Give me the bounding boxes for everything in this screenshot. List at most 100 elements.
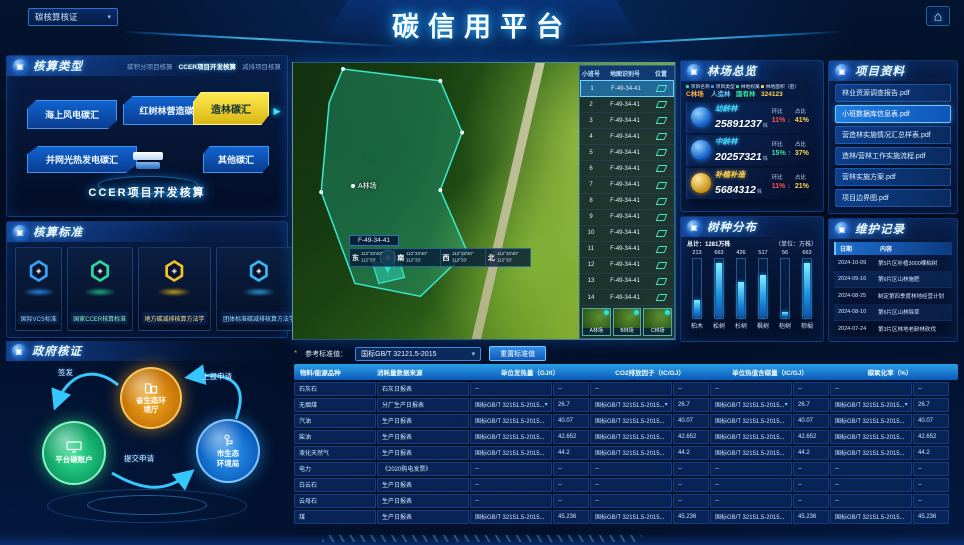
standard-select-oxidation[interactable]: -- — [830, 493, 912, 508]
source-cell[interactable]: 生产日报表 — [377, 429, 469, 444]
standard-select-carbon[interactable]: 国标GB/T 32151.5-2015... — [710, 445, 792, 460]
standard-select-oxidation[interactable]: 国标GB/T 32151.5-2015... — [830, 509, 912, 524]
source-cell[interactable]: 分厂生产日报表 — [377, 397, 469, 412]
standard-select-carbon[interactable]: 国标GB/T 32151.5-2015... — [710, 413, 792, 428]
type-button-solar-thermal[interactable]: 并网光热发电碳汇 — [27, 146, 137, 173]
maintenance-row[interactable]: 2024-07-24 第3片区林地老龄林砍伐 — [834, 321, 952, 338]
standard-select-calorific[interactable]: -- — [470, 493, 552, 508]
polygon-icon[interactable] — [655, 277, 667, 285]
standard-select-calorific[interactable]: 国标GB/T 32151.5-2015... — [470, 429, 552, 444]
reference-standard-select[interactable]: 国标GB/T 32121.5-2015 ▾ — [355, 346, 482, 361]
parcel-row[interactable]: 1 F-49-34-41 — [580, 80, 674, 98]
file-item[interactable]: 造林/营林工作实施流程.pdf — [835, 147, 951, 165]
standard-select-co2[interactable]: -- — [590, 493, 672, 508]
polygon-icon[interactable] — [655, 117, 667, 125]
standard-select-carbon[interactable]: 国标GB/T 32151.5-2015... — [710, 397, 792, 412]
polygon-icon[interactable] — [655, 229, 667, 237]
type-button-other[interactable]: 其他碳汇 — [203, 146, 269, 173]
source-cell[interactable]: 生产日报表 — [377, 493, 469, 508]
standard-select-co2[interactable]: -- — [590, 381, 672, 396]
node-city-environment[interactable]: 市生态 环境局 — [196, 419, 260, 483]
maintenance-row[interactable]: 2024-09-16 第6片区山林施肥 — [834, 271, 952, 288]
standard-select-oxidation[interactable]: 国标GB/T 32151.5-2015... — [830, 429, 912, 444]
parcel-row[interactable]: 12 F-49-34-41 — [580, 258, 674, 274]
standard-card[interactable]: ◈ 地方碳减排核算方法学 — [137, 247, 211, 331]
standard-select-carbon[interactable]: 国标GB/T 32151.5-2015... — [710, 429, 792, 444]
file-item[interactable]: 林业资源调查报告.pdf — [835, 84, 951, 102]
parcel-row[interactable]: 2 F-49-34-41 — [580, 97, 674, 114]
parcel-row[interactable]: 13 F-49-34-41 — [580, 274, 674, 291]
maintenance-row[interactable]: 2024-10-09 第5片区补植3000棵柏树 — [834, 255, 952, 272]
standard-select-calorific[interactable]: -- — [470, 477, 552, 492]
link-ccer-accounting[interactable]: CCER项目开发核算 — [178, 64, 236, 71]
standard-select-calorific[interactable]: 国标GB/T 32151.5-2015... — [470, 445, 552, 460]
parcel-row[interactable]: 7 F-49-34-41 — [580, 177, 674, 194]
standard-select-calorific[interactable]: 国标GB/T 32151.5-2015... — [470, 509, 552, 524]
standard-select-oxidation[interactable]: -- — [830, 461, 912, 476]
polygon-icon[interactable] — [655, 213, 667, 221]
ccer-center-label[interactable]: CCER项目开发核算 — [88, 187, 206, 199]
material-cell[interactable]: 电力 — [294, 461, 376, 476]
standard-select-calorific[interactable]: -- — [470, 381, 552, 396]
source-cell[interactable]: 生产日报表 — [377, 477, 469, 492]
parcel-row[interactable]: 14 F-49-34-41 — [580, 290, 674, 306]
farm-row[interactable]: 补植补造 5684312株 环比 11% ↓ 占比 21% — [686, 167, 818, 199]
standard-select-carbon[interactable]: -- — [710, 477, 792, 492]
polygon-icon[interactable] — [655, 101, 667, 109]
farm-row[interactable]: 幼龄林 25891237株 环比 11% ↓ 占比 41% — [686, 101, 818, 133]
maintenance-row[interactable]: 2024-08-10 第6片区山林除草 — [834, 304, 952, 321]
polygon-icon[interactable] — [655, 245, 667, 253]
material-cell[interactable]: 白云石 — [294, 477, 376, 492]
standard-card[interactable]: ◈ 团体标准碳减排核算方法学 — [215, 247, 302, 331]
file-item[interactable]: 项目边界图.pdf — [835, 189, 951, 207]
farm-thumbnail[interactable]: C林场 — [643, 308, 673, 336]
farm-thumbnail[interactable]: A林场 — [582, 308, 611, 336]
node-platform-carbon-account[interactable]: 平台碳账户 — [42, 421, 106, 485]
standard-select-calorific[interactable]: 国标GB/T 32151.5-2015... — [470, 397, 552, 412]
parcel-row[interactable]: 6 F-49-34-41 — [580, 161, 674, 178]
file-item[interactable]: 营林实施方案.pdf — [835, 168, 951, 186]
file-item[interactable]: 营造林实施情况汇总样表.pdf — [835, 126, 951, 144]
parcel-row[interactable]: 10 F-49-34-41 — [580, 226, 674, 242]
node-provincial-environment[interactable]: 省生态环 境厅 — [120, 367, 182, 429]
home-button[interactable]: ⌂ — [926, 6, 950, 26]
reset-standard-button[interactable]: 重置标准值 — [489, 346, 547, 361]
standard-select-co2[interactable]: 国标GB/T 32151.5-2015... — [590, 413, 672, 428]
standard-select-co2[interactable]: -- — [590, 461, 672, 476]
material-cell[interactable]: 石灰石 — [294, 381, 376, 396]
material-cell[interactable]: 柴油 — [294, 429, 376, 444]
material-cell[interactable]: 无烟煤 — [294, 397, 376, 412]
polygon-icon[interactable] — [655, 294, 667, 302]
standard-card[interactable]: ◈ 国家CCER核算标准 — [67, 247, 133, 331]
forest-map[interactable]: A林场 F-49-34-41 东 112°33'40" 112°33' 南 — [292, 62, 676, 340]
standard-select-carbon[interactable]: 国标GB/T 32151.5-2015... — [710, 509, 792, 524]
standard-select-carbon[interactable]: -- — [710, 381, 792, 396]
source-cell[interactable]: 《2020购电发票》 — [377, 461, 469, 476]
polygon-icon[interactable] — [655, 197, 667, 205]
module-select[interactable]: 碳核算核证 ▾ — [28, 8, 118, 26]
standard-select-carbon[interactable]: -- — [710, 493, 792, 508]
parcel-row[interactable]: 3 F-49-34-41 — [580, 113, 674, 130]
standard-card[interactable]: ◈ 国际VCS标准 — [15, 247, 63, 331]
farm-row[interactable]: 中龄林 20257321株 环比 15% ↑ 占比 37% — [686, 134, 818, 166]
standard-select-oxidation[interactable]: 国标GB/T 32151.5-2015... — [830, 445, 912, 460]
standard-select-calorific[interactable]: -- — [470, 461, 552, 476]
source-cell[interactable]: 石灰日报表 — [377, 381, 469, 396]
source-cell[interactable]: 生产日报表 — [377, 445, 469, 460]
parcel-row[interactable]: 8 F-49-34-41 — [580, 194, 674, 210]
farm-thumbnail[interactable]: B林场 — [612, 308, 642, 336]
polygon-icon[interactable] — [655, 133, 667, 141]
polygon-icon[interactable] — [655, 181, 667, 189]
source-cell[interactable]: 生产日报表 — [377, 413, 469, 428]
polygon-icon[interactable] — [655, 261, 667, 269]
standard-select-oxidation[interactable]: -- — [830, 381, 912, 396]
material-cell[interactable]: 煤 — [294, 509, 376, 524]
link-points-accounting[interactable]: 碳积分项目核算 — [127, 64, 173, 71]
polygon-icon[interactable] — [655, 149, 667, 157]
parcel-row[interactable]: 11 F-49-34-41 — [580, 242, 674, 258]
standard-select-oxidation[interactable]: 国标GB/T 32151.5-2015... — [830, 413, 912, 428]
parcel-row[interactable]: 4 F-49-34-41 — [580, 129, 674, 146]
standard-select-co2[interactable]: 国标GB/T 32151.5-2015... — [590, 445, 672, 460]
standard-select-co2[interactable]: 国标GB/T 32151.5-2015... — [590, 397, 672, 412]
parcel-row[interactable]: 5 F-49-34-41 — [580, 145, 674, 162]
